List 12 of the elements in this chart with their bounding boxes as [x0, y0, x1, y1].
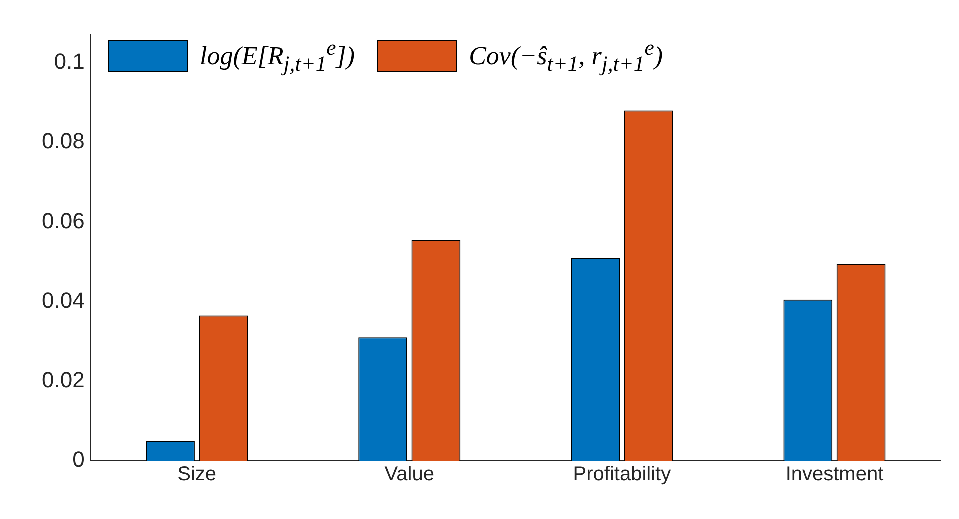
x-tick-label: Profitability	[573, 464, 672, 486]
x-tick-label: Investment	[786, 464, 884, 486]
x-tick-label: Value	[384, 464, 434, 486]
y-tick-label: 0.1	[54, 49, 85, 74]
x-tick-label: Size	[178, 464, 217, 486]
y-tick-label: 0.06	[42, 208, 85, 234]
y-tick-label: 0.04	[42, 288, 85, 313]
y-tick-label: 0.08	[42, 128, 85, 154]
legend-label: Cov(−ŝ$_{t+1}$, r$_{j,t+1}$$^{e}$)	[469, 36, 664, 77]
y-tick-label: 0.02	[42, 367, 85, 392]
y-tick-label: 0	[72, 447, 85, 472]
legend-label: log(E[R$_{j,t+1}$$^{e}$])	[200, 36, 356, 77]
